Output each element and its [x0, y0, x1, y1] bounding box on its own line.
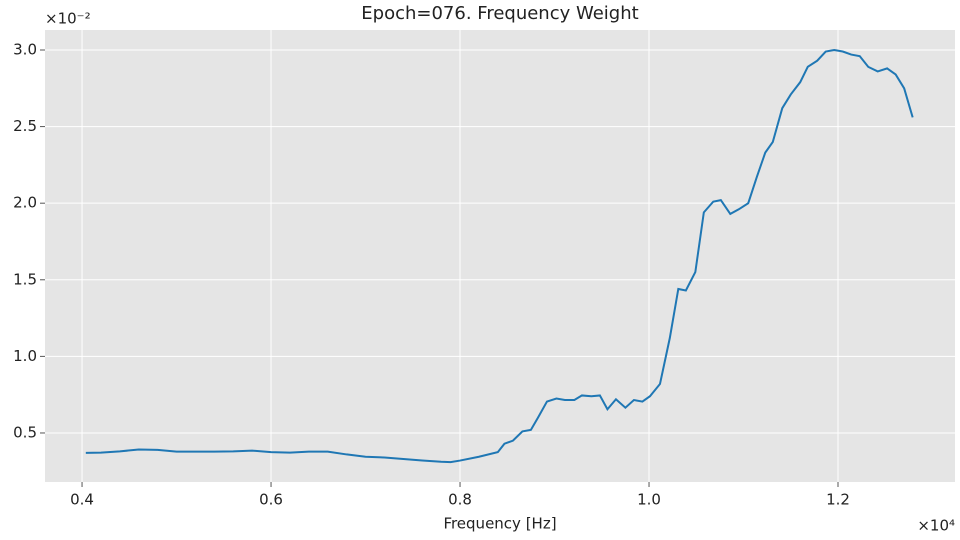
y-tick-label: 2.0 — [13, 194, 37, 212]
y-tick-label: 1.5 — [13, 270, 37, 288]
x-tick-label: 1.0 — [637, 491, 661, 509]
x-axis-label: Frequency [Hz] — [443, 515, 556, 533]
x-offset-label: ×10⁴ — [917, 517, 955, 535]
chart-title: Epoch=076. Frequency Weight — [361, 3, 638, 24]
plot-background — [45, 30, 955, 482]
y-tick-label: 0.5 — [13, 423, 37, 441]
x-tick-label: 1.2 — [826, 491, 850, 509]
x-tick-label: 0.4 — [70, 491, 94, 509]
x-tick-label: 0.8 — [448, 491, 472, 509]
x-tick-label: 0.6 — [259, 491, 283, 509]
y-tick-label: 2.5 — [13, 117, 37, 135]
y-tick-label: 3.0 — [13, 40, 37, 58]
line — [85, 48, 914, 464]
y-tick-label: 1.0 — [13, 347, 37, 365]
plot: 0.4 0.6 0.8 1.0 1.2 0.5 1.0 1.5 2.0 2.5 3.0 — [13, 30, 955, 509]
y-offset-label: ×10⁻² — [45, 10, 91, 28]
